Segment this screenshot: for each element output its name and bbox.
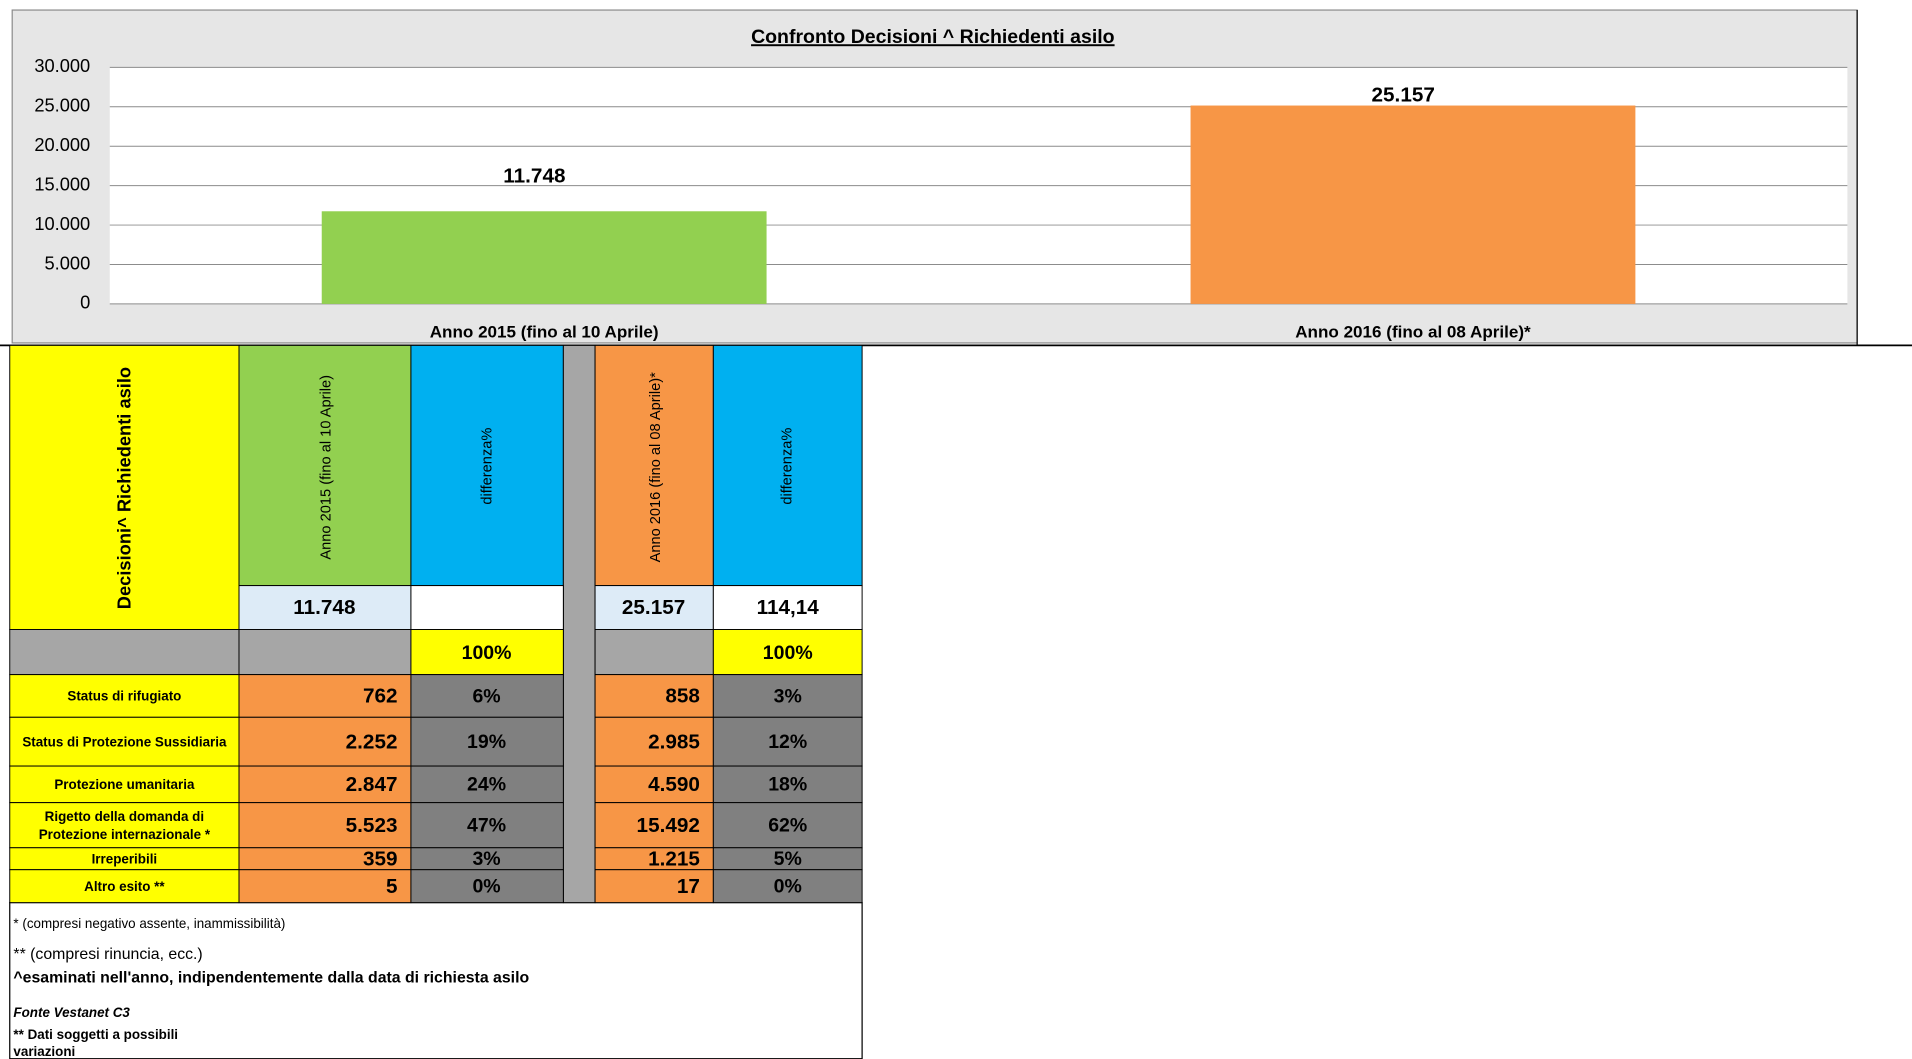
value-label: 25.157 [1372,83,1435,106]
pct-cell [712,674,863,718]
y-tick-label: 20.000 [34,134,90,155]
row-value: 1.215 [648,847,700,870]
row-label-cell [9,765,240,804]
row-pct: 47% [467,815,506,837]
row-value: 15.492 [637,814,700,837]
pct-cell [712,765,863,804]
row-pct: 0% [472,876,500,898]
row-pct: 3% [472,848,500,870]
notes-box [9,902,863,1059]
row-value: 359 [363,847,398,870]
value-cell [238,716,412,767]
pct-cell [410,716,564,767]
bar [1190,105,1636,304]
value-cell [594,869,714,904]
row-label-cell [9,674,240,718]
share-cell [9,629,240,676]
header-cell [410,344,564,587]
row-value: 5.523 [346,814,398,837]
row-pct: 5% [774,848,802,870]
header-label: Anno 2015 (fino al 10 Aprile) [319,375,335,560]
row-value: 5 [386,875,398,898]
row-pct: 12% [768,731,807,753]
separator [562,344,596,904]
y-tick-label: 10.000 [34,213,90,234]
total-cell [594,585,714,630]
total-value: 114,14 [757,596,820,619]
row-value: 762 [363,685,398,708]
y-tick-label: 15.000 [34,173,90,194]
row-label: Protezione internazionale * [39,827,211,842]
y-tick-label: 5.000 [44,252,90,273]
x-tick-label: Anno 2016 (fino al 08 Aprile)* [1295,323,1531,342]
value-cell [594,716,714,767]
note: ** Dati soggetti a possibili [13,1027,178,1042]
row-label: Rigetto della domanda di [45,809,204,824]
pct-cell [410,869,564,904]
row-label-cell [9,869,240,904]
pct-cell [712,869,863,904]
header-cell [594,344,714,587]
row-value: 2.252 [346,730,398,753]
row-value: 4.590 [648,773,700,796]
pct-cell [410,674,564,718]
total-cell [238,585,412,630]
row-value: 2.847 [346,773,398,796]
header-label: differenza% [780,428,796,505]
total-value: 25.157 [622,596,685,619]
y-tick-label: 30.000 [34,55,90,76]
row-pct: 0% [774,876,802,898]
total-value: 11.748 [293,596,355,619]
note: Fonte Vestanet C3 [13,1005,130,1020]
row-label-cell [9,716,240,767]
note: ** (compresi rinuncia, ecc.) [13,946,202,963]
value-cell [238,765,412,804]
value-cell [238,674,412,718]
y-tick-label: 0 [80,292,90,313]
row-label: Protezione umanitaria [54,777,195,792]
share-value: 100% [763,642,813,664]
bar [321,211,767,304]
value-cell [238,869,412,904]
note: ^esaminati nell'anno, indipendentemente … [13,969,529,986]
header-cell [9,344,240,630]
row-pct: 6% [472,685,500,707]
row-label: Status di Protezione Sussidiaria [22,734,227,749]
row-label-cell [9,802,240,849]
share-value: 100% [462,642,512,664]
pct-cell [410,802,564,849]
header-label: differenza% [480,428,496,505]
y-tick-label: 25.000 [34,95,90,116]
row-value: 858 [665,685,700,708]
row-pct: 18% [768,774,807,796]
header-cell [712,344,863,587]
row-pct: 62% [768,815,807,837]
row-label: Altro esito ** [84,879,165,894]
pct-cell [712,802,863,849]
share-cell [712,629,863,676]
header-label: Anno 2016 (fino al 08 Aprile)* [648,372,664,563]
header-label: Decisioni^ Richiedenti asilo [113,367,134,609]
note: variazioni [13,1044,75,1059]
pct-cell [712,716,863,767]
row-label: Irreperibili [92,852,158,867]
row-value: 2.985 [648,730,700,753]
chart-title: Confronto Decisioni ^ Richiedenti asilo [751,26,1115,48]
header-cell [238,344,412,587]
share-cell [594,629,714,676]
note: * (compresi negativo assente, inammissib… [13,916,285,931]
total-cell [712,585,863,630]
share-cell [238,629,412,676]
row-pct: 19% [467,731,506,753]
total-cell [410,585,564,630]
row-pct: 24% [467,774,506,796]
row-pct: 3% [774,685,802,707]
x-tick-label: Anno 2015 (fino al 10 Aprile) [430,323,659,342]
row-label: Status di rifugiato [67,689,181,704]
value-label: 11.748 [503,165,565,188]
share-cell [410,629,564,676]
row-value: 17 [677,875,700,898]
